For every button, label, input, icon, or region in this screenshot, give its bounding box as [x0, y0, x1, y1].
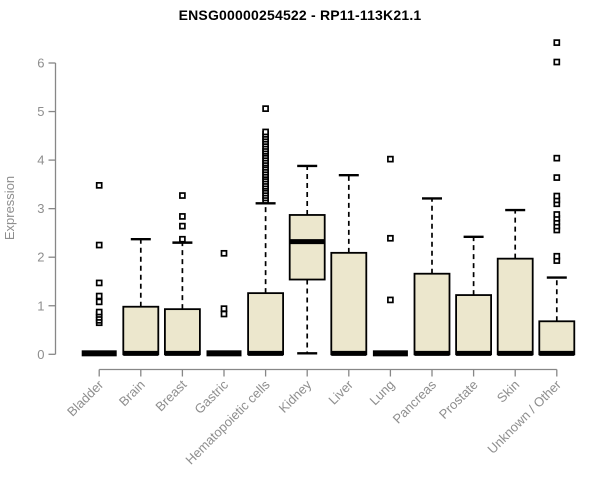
outlier-point — [387, 155, 394, 163]
box-kidney — [288, 214, 326, 281]
collapsed-box-lung — [372, 350, 408, 357]
x-tick-label: Kidney — [276, 377, 315, 416]
outlier-point — [553, 58, 561, 66]
x-tick-label: Brain — [116, 377, 148, 409]
x-tick-label: Lung — [366, 377, 397, 408]
outlier-point — [387, 234, 394, 242]
outlier-point — [220, 249, 228, 257]
x-tick-label: Prostate — [436, 377, 481, 422]
y-tick-label: 0 — [37, 347, 44, 362]
box-prostate — [455, 294, 493, 356]
x-tick-label: Gastric — [191, 377, 231, 417]
outlier-point — [553, 211, 561, 218]
y-tick-label: 3 — [37, 201, 44, 216]
outlier-point — [553, 154, 561, 162]
x-tick-label: Breast — [152, 377, 189, 414]
outlier-point — [95, 298, 103, 306]
outlier-point — [553, 39, 561, 46]
box-hematopoietic-cells — [247, 292, 285, 356]
outlier-point — [553, 174, 561, 181]
outlier-point — [387, 296, 394, 304]
outlier-point — [95, 308, 103, 316]
outlier-point — [220, 310, 228, 318]
y-tick-label: 4 — [37, 153, 44, 168]
box-breast — [163, 308, 201, 356]
y-axis-label: Expression — [2, 176, 17, 240]
outlier-point — [95, 279, 103, 287]
box-brain — [122, 305, 160, 356]
box-unknown-other — [538, 320, 576, 356]
outlier-point — [262, 105, 269, 112]
outlier-point — [179, 192, 186, 199]
x-tick-label: Pancreas — [390, 377, 440, 427]
outlier-point — [179, 222, 186, 230]
box-pancreas — [413, 272, 451, 356]
collapsed-box-gastric — [206, 350, 242, 357]
x-tick-label: Unknown / Other — [484, 377, 564, 457]
x-tick-label: Liver — [325, 377, 356, 408]
outlier-point — [179, 235, 186, 243]
collapsed-box-bladder — [81, 350, 117, 357]
chart-title: ENSG00000254522 - RP11-113K21.1 — [178, 7, 422, 23]
outlier-point — [220, 305, 228, 313]
outlier-point — [553, 252, 561, 260]
y-tick-label: 5 — [37, 104, 44, 119]
y-tick-label: 1 — [37, 298, 44, 313]
outlier-point — [95, 181, 103, 189]
outlier-point — [95, 292, 103, 300]
box-liver — [330, 251, 368, 356]
x-tick-label: Skin — [494, 377, 522, 405]
x-tick-label: Bladder — [64, 377, 107, 420]
box-skin — [496, 257, 534, 356]
outlier-point — [95, 241, 103, 249]
outlier-point — [553, 192, 561, 200]
y-tick-label: 2 — [37, 250, 44, 265]
outlier-point — [262, 128, 269, 136]
y-tick-label: 6 — [37, 56, 44, 71]
outlier-point — [179, 213, 186, 220]
